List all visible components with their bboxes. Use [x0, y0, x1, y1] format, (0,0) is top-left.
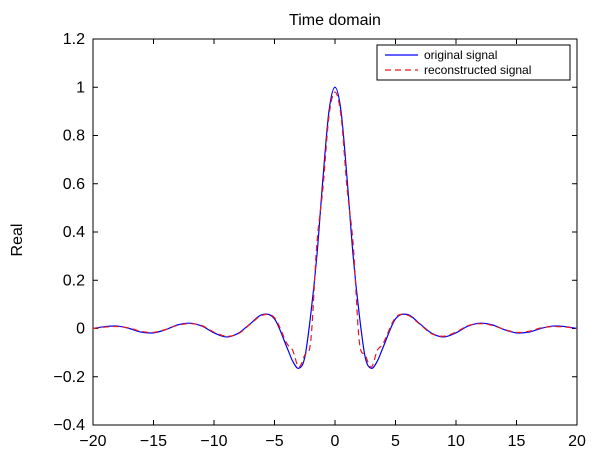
y-tick-label: 0.8 [63, 128, 85, 145]
data-point-reconstructed [383, 342, 384, 343]
data-point-reconstructed [504, 329, 505, 330]
data-point-reconstructed [274, 317, 275, 318]
data-point-reconstructed [528, 331, 529, 332]
data-point-original [310, 313, 311, 314]
y-tick-label: 0.2 [63, 272, 85, 289]
data-point-reconstructed [576, 328, 577, 329]
y-tick-label: 0.4 [63, 224, 85, 241]
x-tick-label: −15 [140, 433, 167, 450]
data-point-reconstructed [377, 350, 378, 351]
data-point-reconstructed [292, 350, 293, 351]
x-tick-label: −20 [79, 433, 106, 450]
data-point-original [292, 360, 293, 361]
y-axis: −0.4 −0.2 0 0.2 0.4 0.6 0.8 1 1.2 [53, 31, 577, 434]
data-point-reconstructed [407, 315, 408, 316]
x-axis: −20 −15 −10 −5 0 5 10 15 20 [79, 39, 586, 450]
data-point-reconstructed [455, 332, 456, 333]
series-line-original [92, 86, 578, 369]
data-point-reconstructed [153, 332, 154, 333]
legend-label-reconstructed: reconstructed signal [424, 63, 531, 77]
y-axis-label: Real [9, 224, 26, 257]
data-point-reconstructed [189, 323, 190, 324]
x-tick-label: −10 [200, 433, 227, 450]
data-point-reconstructed [540, 327, 541, 328]
data-point-reconstructed [340, 116, 341, 117]
data-point-reconstructed [552, 326, 553, 327]
data-point-reconstructed [238, 333, 239, 334]
data-point-original [371, 368, 372, 369]
y-tick-label: −0.4 [53, 417, 85, 434]
data-point-reconstructed [213, 332, 214, 333]
data-point-reconstructed [468, 325, 469, 326]
y-tick-label: 1 [76, 79, 85, 96]
data-point-reconstructed [250, 324, 251, 325]
y-tick-label: 0 [76, 321, 85, 338]
data-point-reconstructed [431, 333, 432, 334]
data-point-original [353, 256, 354, 257]
data-point-reconstructed [371, 367, 372, 368]
data-point-reconstructed [298, 367, 299, 368]
data-point-original [377, 360, 378, 361]
data-point-reconstructed [129, 327, 130, 328]
data-point-original [286, 346, 287, 347]
legend-label-original: original signal [424, 48, 497, 62]
data-point-original [383, 346, 384, 347]
data-point-reconstructed [443, 336, 444, 337]
x-tick-label: 20 [568, 433, 586, 450]
data-point-reconstructed [117, 326, 118, 327]
series-line-reconstructed [92, 91, 578, 368]
data-point-reconstructed [480, 323, 481, 324]
data-point-reconstructed [262, 315, 263, 316]
data-point-original [298, 368, 299, 369]
chart-title: Time domain [289, 12, 381, 29]
data-point-reconstructed [310, 340, 311, 341]
data-point-reconstructed [564, 326, 565, 327]
data-point-reconstructed [492, 325, 493, 326]
data-point-reconstructed [165, 329, 166, 330]
series-layer [92, 86, 578, 369]
data-point-reconstructed [328, 116, 329, 117]
data-point-reconstructed [322, 188, 323, 189]
data-point-reconstructed [359, 340, 360, 341]
legend-box [376, 44, 571, 81]
data-point-reconstructed [334, 91, 335, 92]
data-point-reconstructed [419, 324, 420, 325]
data-point-original [347, 178, 348, 179]
data-point-original [334, 87, 335, 88]
data-point-reconstructed [105, 326, 106, 327]
data-point-reconstructed [141, 331, 142, 332]
y-tick-label: −0.2 [53, 369, 85, 386]
data-point-reconstructed [353, 243, 354, 244]
data-point-reconstructed [226, 336, 227, 337]
x-tick-label: 5 [391, 433, 400, 450]
data-point-reconstructed [316, 243, 317, 244]
x-tick-label: 0 [331, 433, 340, 450]
y-tick-label: 1.2 [63, 31, 85, 48]
x-tick-label: 15 [508, 433, 526, 450]
data-point-reconstructed [516, 332, 517, 333]
plot-frame [92, 38, 578, 426]
data-point-original [359, 313, 360, 314]
data-point-reconstructed [347, 188, 348, 189]
data-point-reconstructed [304, 354, 305, 355]
data-point-original [395, 318, 396, 319]
data-point-reconstructed [201, 325, 202, 326]
legend: original signal reconstructed signal [376, 44, 571, 81]
data-point-reconstructed [286, 342, 287, 343]
x-tick-label: −5 [265, 433, 283, 450]
plot-area [92, 38, 578, 426]
x-tick-label: 10 [447, 433, 465, 450]
y-tick-label: 0.6 [63, 176, 85, 193]
data-point-reconstructed [92, 328, 93, 329]
data-point-reconstructed [395, 317, 396, 318]
data-point-reconstructed [177, 325, 178, 326]
data-point-reconstructed [365, 354, 366, 355]
